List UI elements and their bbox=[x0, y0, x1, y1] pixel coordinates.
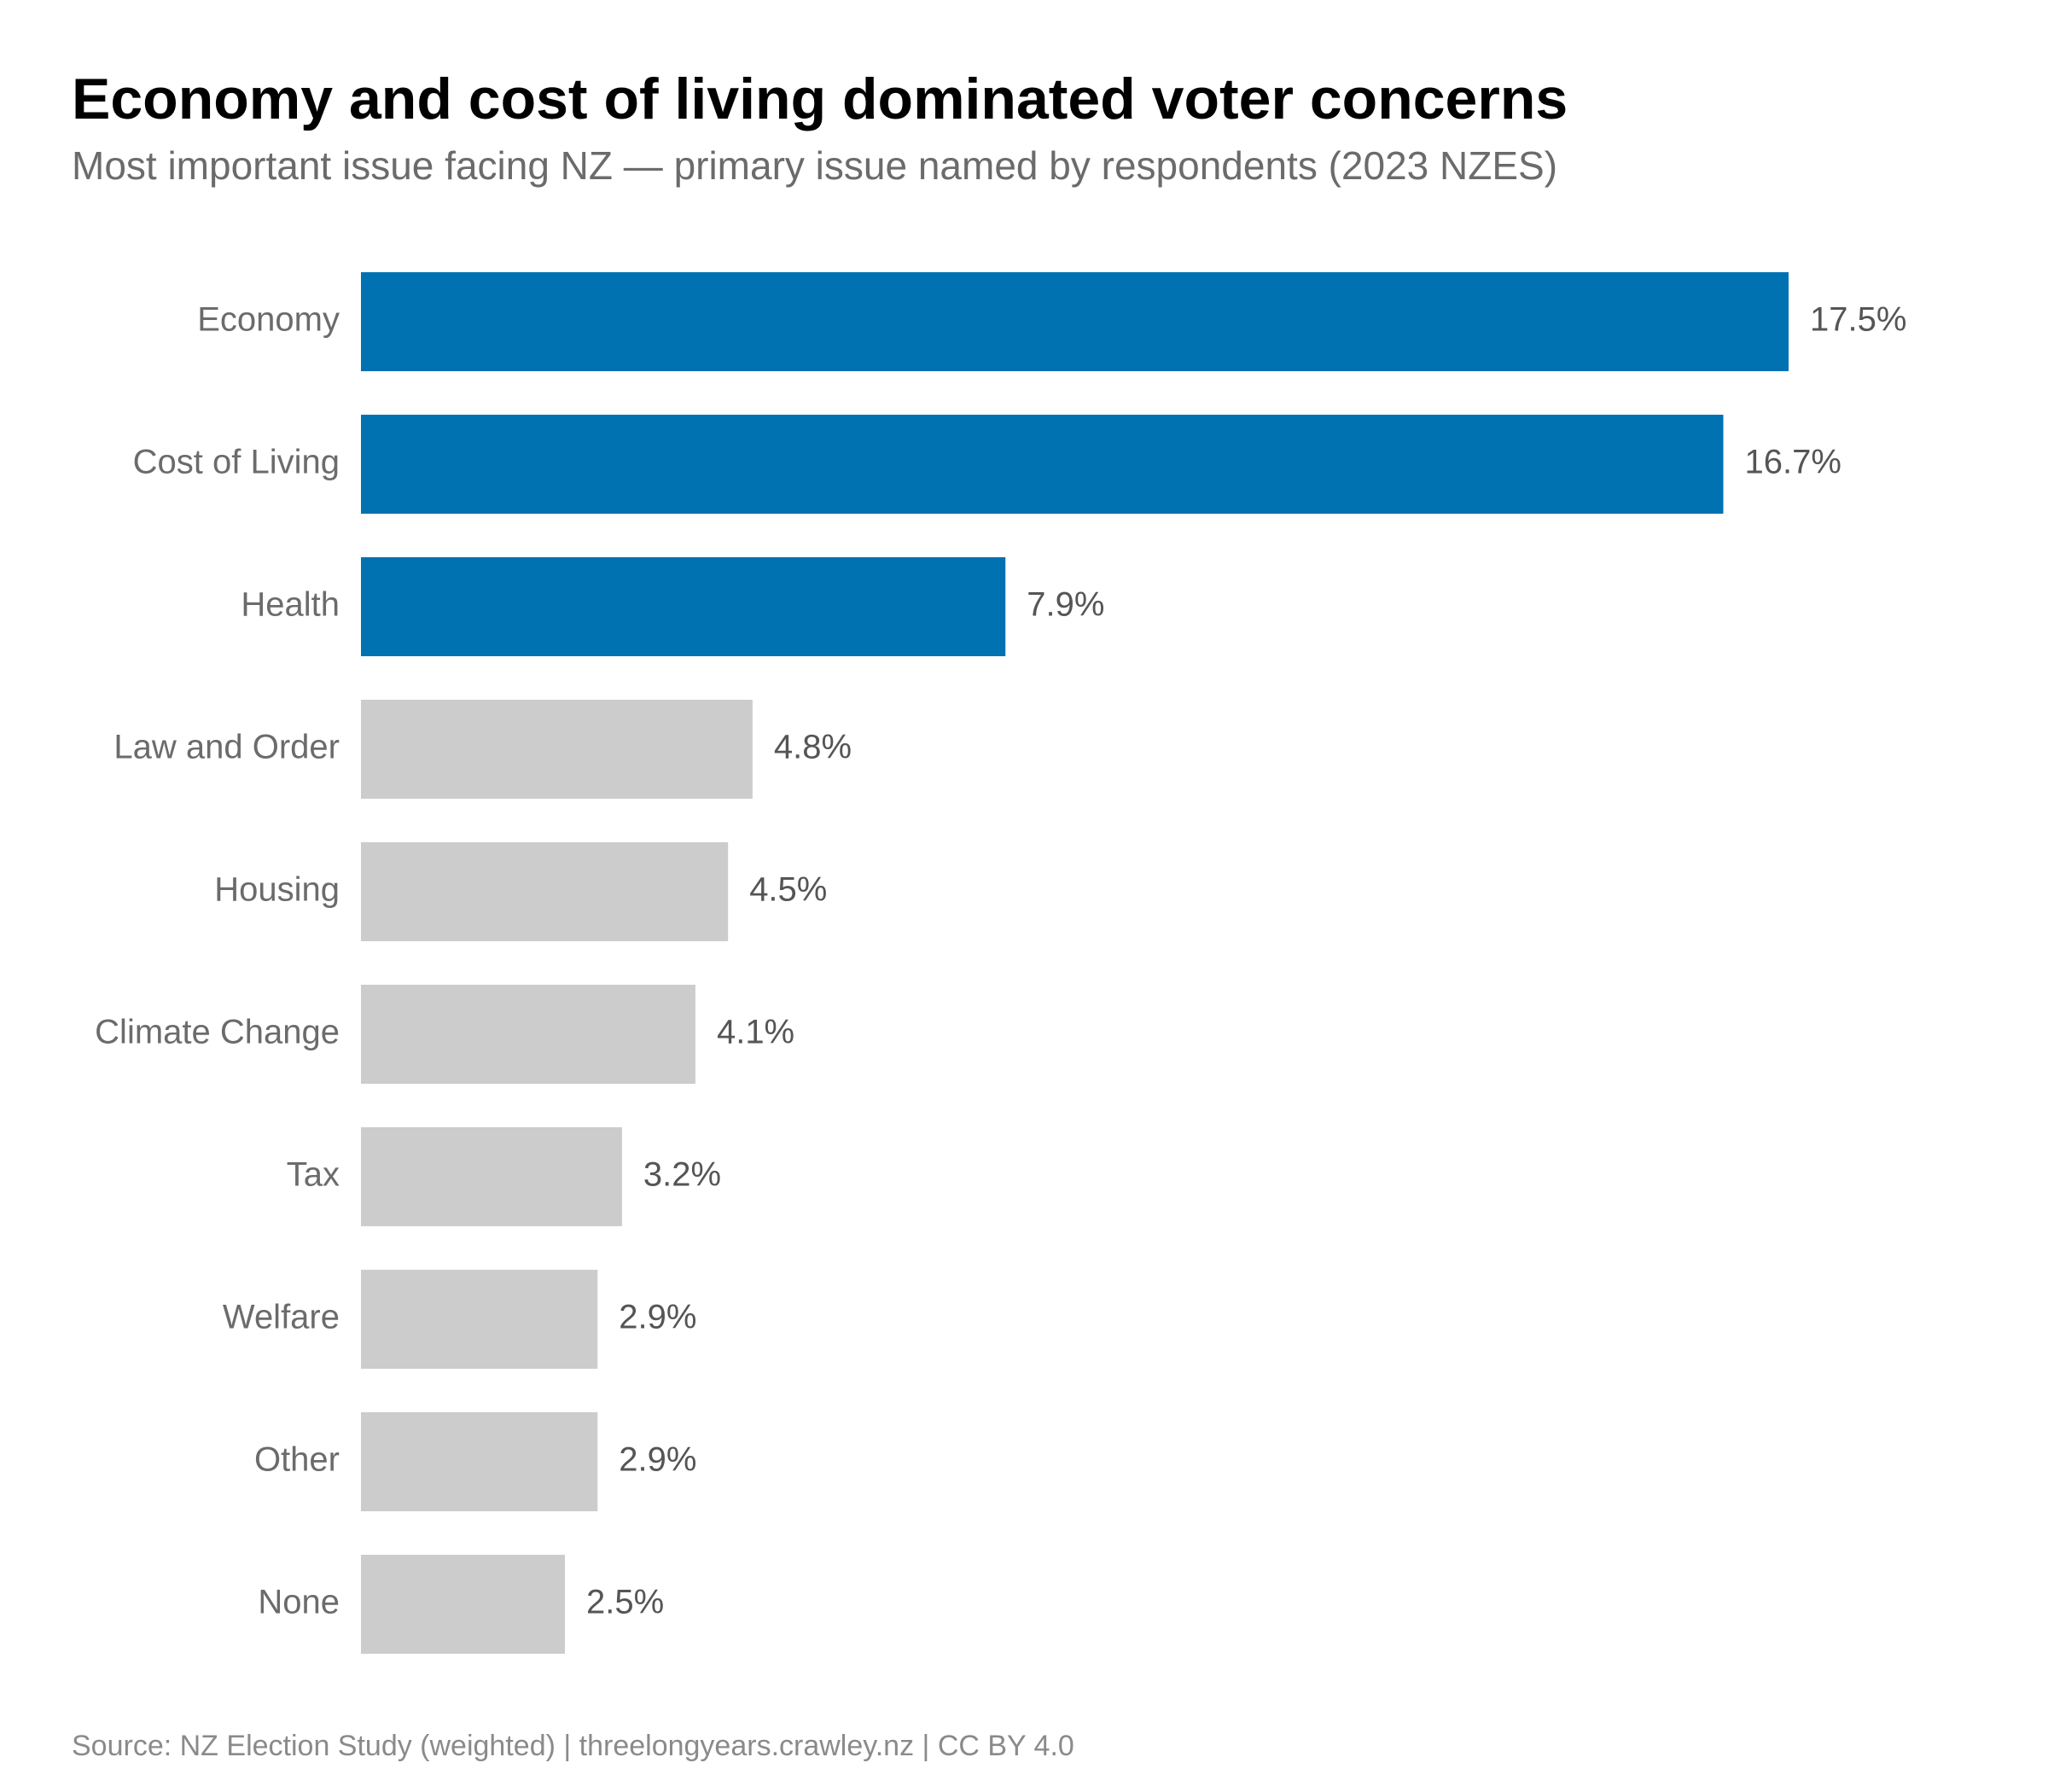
category-label: Health bbox=[241, 586, 340, 624]
value-label: 17.5% bbox=[1810, 301, 1906, 339]
bar bbox=[361, 1555, 565, 1654]
category-label: Cost of Living bbox=[133, 444, 340, 481]
chart-title: Economy and cost of living dominated vot… bbox=[72, 67, 1568, 131]
value-label: 4.5% bbox=[749, 871, 827, 909]
category-label: Law and Order bbox=[113, 729, 340, 766]
bar bbox=[361, 1127, 622, 1226]
bar bbox=[361, 700, 753, 799]
bar bbox=[361, 557, 1006, 656]
chart-subtitle: Most important issue facing NZ — primary… bbox=[72, 143, 1557, 188]
value-label: 7.9% bbox=[1027, 586, 1104, 624]
value-label: 16.7% bbox=[1745, 444, 1841, 481]
category-label: Welfare bbox=[223, 1299, 340, 1336]
category-label: Tax bbox=[287, 1156, 340, 1194]
category-label: Climate Change bbox=[95, 1014, 340, 1051]
bar bbox=[361, 1270, 598, 1369]
bar bbox=[361, 1412, 598, 1511]
category-label: Economy bbox=[197, 301, 340, 339]
bar bbox=[361, 842, 729, 941]
bar bbox=[361, 272, 1789, 371]
category-label: Other bbox=[254, 1441, 340, 1479]
category-label: None bbox=[258, 1584, 340, 1621]
value-label: 3.2% bbox=[643, 1156, 721, 1194]
value-label: 2.5% bbox=[586, 1584, 664, 1621]
source-note: Source: NZ Election Study (weighted) | t… bbox=[72, 1730, 1074, 1762]
value-label: 2.9% bbox=[619, 1299, 696, 1336]
value-label: 4.8% bbox=[774, 729, 852, 766]
bar bbox=[361, 985, 695, 1084]
value-label: 2.9% bbox=[619, 1441, 696, 1479]
category-label: Housing bbox=[214, 871, 340, 909]
bar bbox=[361, 415, 1724, 514]
value-label: 4.1% bbox=[717, 1014, 794, 1051]
